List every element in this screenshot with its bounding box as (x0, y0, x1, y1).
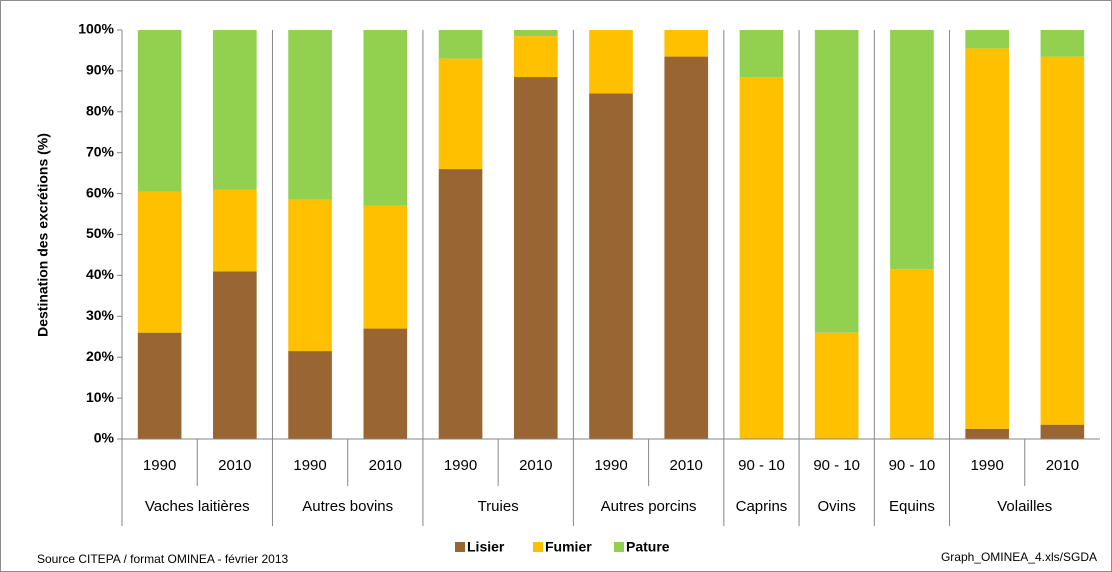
bar-segment (363, 205, 408, 329)
bar-segment (137, 30, 182, 192)
group-label: Autres porcins (601, 498, 697, 515)
y-tick-label: 50% (86, 225, 115, 241)
y-tick-label: 90% (86, 62, 115, 78)
x-tick-label: 1990 (293, 457, 326, 474)
y-tick-label: 20% (86, 348, 115, 364)
bar-segment (213, 30, 257, 190)
group-label: Volailles (997, 498, 1052, 515)
bar-segment (890, 269, 934, 439)
x-tick-label: 2010 (218, 457, 251, 474)
bar-segment (137, 191, 182, 333)
x-tick-label: 2010 (670, 457, 703, 474)
bar-segment (890, 30, 934, 270)
x-tick-label: 90 - 10 (889, 457, 936, 474)
y-tick-label: 70% (86, 143, 115, 159)
group-label: Truies (478, 498, 519, 515)
bar-segment (288, 30, 332, 200)
group-label: Autres bovins (302, 498, 393, 515)
bar-segment (965, 428, 1009, 439)
bar-segment (137, 332, 182, 439)
y-tick-label: 30% (86, 307, 115, 323)
legend-label: Lisier (467, 539, 505, 555)
x-tick-label: 1990 (143, 457, 176, 474)
group-label: Equins (889, 498, 935, 515)
bar-segment (363, 30, 408, 206)
group-label: Ovins (818, 498, 856, 515)
legend-label: Pature (626, 539, 670, 555)
bar-segment (438, 169, 483, 439)
bar-segment (589, 30, 633, 94)
bar-segment (288, 351, 332, 439)
bar-segment (589, 93, 633, 440)
source-note: Source CITEPA / format OMINEA - février … (37, 552, 289, 566)
bar-segment (438, 58, 483, 170)
bar-segment (1040, 30, 1085, 57)
bar-segment (213, 189, 257, 272)
bar-segment (739, 77, 784, 439)
group-label: Vaches laitières (145, 498, 250, 515)
x-tick-label: 2010 (369, 457, 402, 474)
bar-segment (438, 30, 483, 59)
bar-segment (664, 30, 709, 57)
y-axis-label: Destination des excrétions (%) (35, 133, 51, 337)
bar-segment (814, 30, 859, 333)
y-tick-label: 100% (78, 21, 114, 37)
x-tick-label: 1990 (970, 457, 1003, 474)
legend-swatch (614, 542, 624, 552)
legend-swatch (533, 542, 543, 552)
x-tick-label: 2010 (1046, 457, 1079, 474)
bar-segment (1040, 424, 1085, 439)
bar-segment (513, 30, 558, 37)
x-tick-label: 90 - 10 (813, 457, 860, 474)
legend-label: Fumier (545, 539, 592, 555)
x-tick-label: 1990 (594, 457, 627, 474)
bar-segment (213, 271, 257, 439)
x-tick-label: 90 - 10 (738, 457, 785, 474)
group-label: Caprins (736, 498, 788, 515)
bar-segment (363, 328, 408, 439)
x-tick-label: 1990 (444, 457, 477, 474)
bar-segment (513, 36, 558, 78)
bar-segment (664, 56, 709, 440)
y-tick-label: 40% (86, 266, 115, 282)
bar-segment (513, 77, 558, 439)
bar-segment (965, 30, 1009, 49)
bar-segment (814, 332, 859, 439)
bar-segment (739, 30, 784, 78)
y-tick-label: 0% (94, 430, 115, 446)
legend-swatch (455, 542, 465, 552)
x-tick-label: 2010 (519, 457, 552, 474)
y-tick-label: 60% (86, 184, 115, 200)
y-tick-label: 80% (86, 103, 115, 119)
bar-segment (965, 48, 1009, 429)
y-tick-label: 10% (86, 389, 115, 405)
bar-segment (1040, 56, 1085, 425)
bar-segment (288, 199, 332, 352)
file-note: Graph_OMINEA_4.xls/SGDA (941, 550, 1097, 564)
